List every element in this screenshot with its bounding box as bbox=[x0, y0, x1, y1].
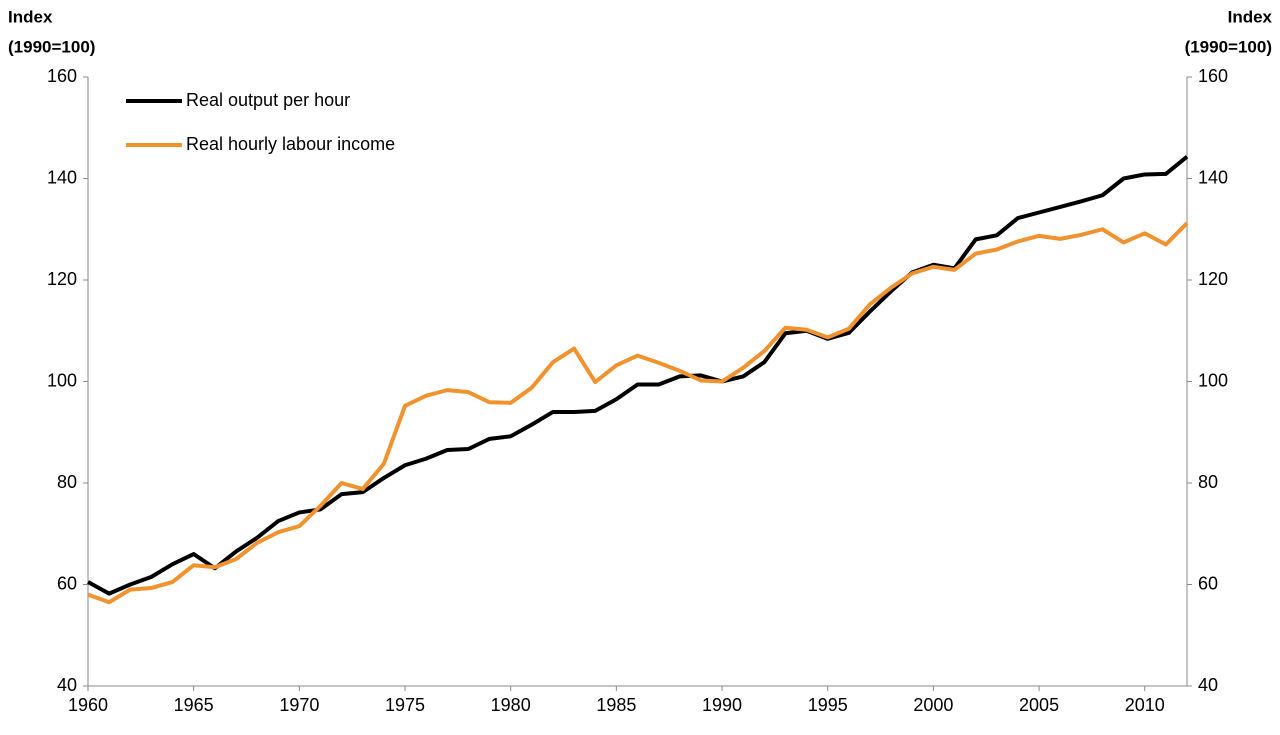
y2-tick-label: 160 bbox=[1198, 66, 1228, 86]
x-tick-label: 1995 bbox=[808, 695, 848, 715]
x-tick-label: 1975 bbox=[385, 695, 425, 715]
x-tick-label: 1980 bbox=[491, 695, 531, 715]
x-tick-label: 1990 bbox=[702, 695, 742, 715]
y2-tick-label: 120 bbox=[1198, 269, 1228, 289]
y-axis-title: (1990=100) bbox=[8, 37, 95, 56]
legend-label: Real output per hour bbox=[186, 90, 350, 110]
y2-axis-title: Index bbox=[1228, 7, 1273, 26]
y-tick-label: 140 bbox=[47, 167, 77, 187]
y2-tick-label: 60 bbox=[1198, 573, 1218, 593]
x-tick-label: 2000 bbox=[913, 695, 953, 715]
series-line bbox=[87, 155, 1189, 596]
x-tick-label: 1985 bbox=[596, 695, 636, 715]
x-tick-label: 2010 bbox=[1125, 695, 1165, 715]
y2-tick-label: 40 bbox=[1198, 675, 1218, 695]
y-tick-label: 80 bbox=[57, 472, 77, 492]
y-tick-label: 60 bbox=[57, 573, 77, 593]
x-tick-label: 1970 bbox=[279, 695, 319, 715]
legend-label: Real hourly labour income bbox=[186, 134, 395, 154]
y-tick-label: 40 bbox=[57, 675, 77, 695]
x-tick-label: 2005 bbox=[1019, 695, 1059, 715]
y2-tick-label: 140 bbox=[1198, 167, 1228, 187]
y2-axis-title: (1990=100) bbox=[1185, 37, 1272, 56]
y-tick-label: 160 bbox=[47, 66, 77, 86]
y-axis-title: Index bbox=[8, 7, 53, 26]
x-tick-label: 1960 bbox=[68, 695, 108, 715]
series-line bbox=[87, 221, 1189, 605]
x-tick-label: 1965 bbox=[174, 695, 214, 715]
y-tick-label: 120 bbox=[47, 269, 77, 289]
y2-tick-label: 80 bbox=[1198, 472, 1218, 492]
y-tick-label: 100 bbox=[47, 370, 77, 390]
y2-tick-label: 100 bbox=[1198, 370, 1228, 390]
